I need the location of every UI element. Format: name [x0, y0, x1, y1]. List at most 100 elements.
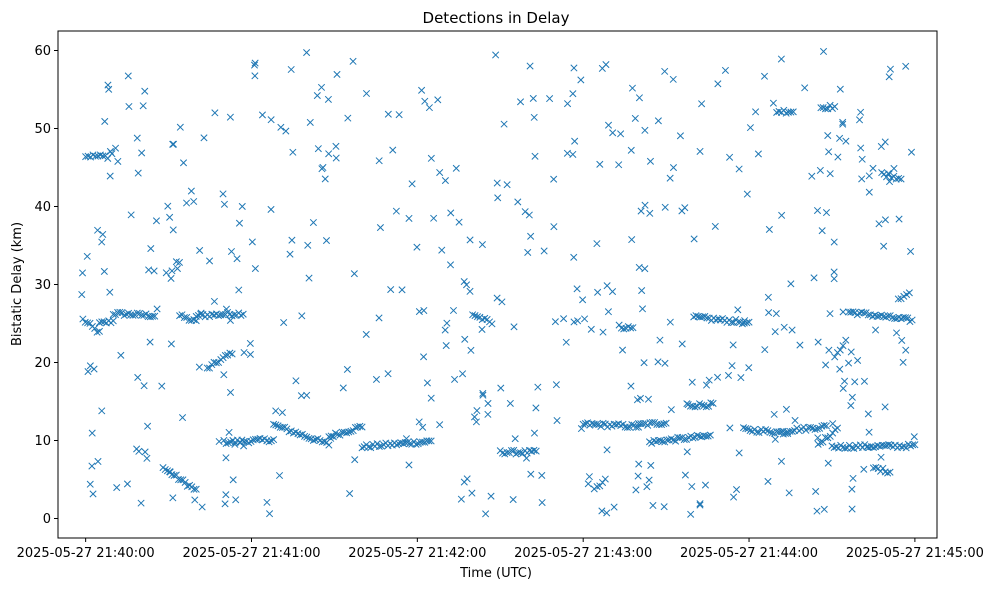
data-point	[441, 177, 449, 185]
data-point	[205, 364, 214, 372]
data-point	[190, 485, 198, 493]
data-point	[531, 152, 539, 160]
data-point	[430, 214, 438, 222]
data-point	[765, 225, 773, 234]
data-point	[830, 238, 838, 246]
data-point	[84, 319, 92, 327]
data-point	[540, 247, 548, 255]
data-point	[507, 446, 516, 455]
data-point	[425, 104, 433, 112]
data-point	[706, 431, 714, 439]
data-point	[635, 263, 643, 271]
data-point	[236, 438, 245, 447]
data-point	[627, 146, 635, 154]
data-point	[529, 94, 537, 102]
data-point	[696, 500, 704, 508]
data-point	[384, 370, 392, 378]
y-tick-label: 40	[34, 200, 51, 215]
data-point	[324, 95, 332, 103]
data-point	[637, 207, 645, 215]
data-point	[180, 314, 188, 322]
data-point	[114, 157, 122, 165]
data-point	[826, 101, 834, 109]
data-point	[151, 312, 159, 320]
data-point	[584, 480, 592, 488]
data-point	[796, 341, 804, 349]
data-point	[99, 230, 107, 238]
data-point	[211, 109, 219, 117]
data-point	[746, 124, 754, 132]
data-point	[138, 149, 146, 157]
y-axis: 0 10 20 30 40 50 60	[34, 44, 58, 527]
data-point	[192, 312, 200, 321]
data-point	[296, 431, 304, 439]
data-point	[205, 257, 214, 265]
data-point	[550, 175, 558, 183]
data-point	[824, 459, 832, 467]
data-point	[746, 426, 754, 435]
data-point	[84, 368, 92, 376]
data-point	[187, 187, 195, 195]
data-point	[825, 148, 833, 156]
data-point	[696, 147, 704, 155]
data-point	[667, 406, 675, 414]
data-point	[598, 507, 606, 515]
data-point	[230, 311, 238, 319]
data-point	[442, 342, 450, 350]
data-point	[734, 318, 742, 326]
data-point	[779, 427, 787, 435]
data-point	[461, 335, 469, 343]
data-point	[392, 207, 400, 215]
data-point	[681, 471, 689, 479]
data-point	[714, 80, 722, 88]
data-point	[620, 325, 628, 333]
data-point	[367, 444, 375, 452]
data-point	[473, 313, 482, 321]
data-point	[306, 118, 314, 126]
data-point	[278, 423, 287, 431]
data-point	[179, 159, 188, 167]
data-point	[839, 342, 847, 350]
data-point	[771, 435, 779, 443]
data-point	[641, 126, 649, 134]
data-point	[666, 174, 674, 182]
data-point	[820, 505, 828, 513]
data-point	[631, 114, 639, 122]
data-point	[277, 123, 285, 131]
data-point	[152, 217, 161, 225]
data-point	[145, 266, 153, 274]
data-point	[443, 319, 451, 327]
data-point	[826, 310, 834, 318]
data-point	[267, 205, 275, 213]
data-point	[638, 287, 646, 295]
data-point	[847, 401, 855, 410]
data-point	[235, 286, 243, 294]
data-point	[176, 123, 184, 131]
data-point	[593, 482, 601, 491]
data-point	[301, 432, 309, 440]
data-point	[872, 463, 880, 471]
data-point	[313, 92, 321, 100]
data-point	[449, 306, 458, 315]
data-point	[897, 315, 905, 323]
data-point	[662, 419, 670, 427]
data-point	[94, 226, 102, 234]
data-point	[141, 448, 149, 456]
data-point	[645, 476, 653, 484]
data-point	[166, 213, 174, 221]
data-point	[726, 153, 734, 161]
data-point	[109, 310, 117, 318]
data-point	[478, 241, 486, 249]
data-point	[869, 443, 877, 452]
data-point	[608, 288, 617, 296]
data-point	[343, 429, 351, 437]
data-point	[532, 404, 540, 412]
data-point	[139, 102, 147, 110]
data-point	[860, 377, 869, 385]
data-point	[709, 399, 717, 407]
data-point	[532, 447, 540, 455]
data-point	[94, 457, 102, 466]
data-point	[648, 418, 656, 427]
data-point	[641, 201, 649, 209]
